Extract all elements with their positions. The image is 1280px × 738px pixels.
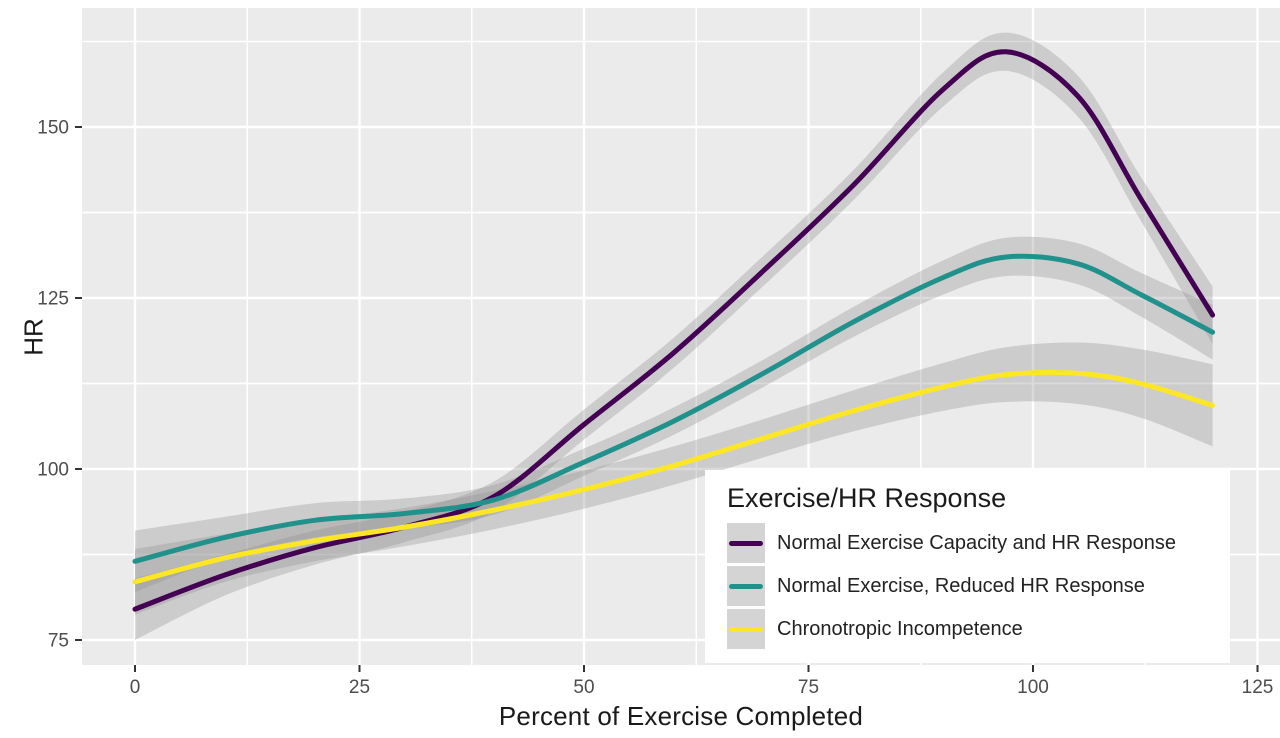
legend-item-label: Chronotropic Incompetence [777, 617, 1023, 640]
confidence-ribbon-0 [135, 32, 1213, 640]
legend-item: Chronotropic Incompetence [727, 609, 1230, 649]
series-line-2 [132, 369, 1216, 585]
legend-key-swatch [727, 609, 765, 649]
x-tick-label: 25 [349, 677, 370, 698]
legend-item-label: Normal Exercise, Reduced HR Response [777, 574, 1145, 597]
legend-item: Normal Exercise Capacity and HR Response [727, 523, 1230, 563]
y-tick-label: 100 [37, 460, 69, 481]
legend-key-line [729, 540, 763, 546]
legend-key-line [729, 583, 763, 589]
y-tick-label: 75 [48, 631, 69, 652]
x-tick-label: 75 [798, 677, 819, 698]
x-tick-label: 125 [1242, 677, 1274, 698]
y-tick-label: 150 [37, 118, 69, 139]
legend-key-swatch [727, 523, 765, 563]
legend: Exercise/HR Response Normal Exercise Cap… [705, 470, 1230, 663]
series-line-1 [132, 253, 1216, 564]
legend-items: Normal Exercise Capacity and HR Response… [727, 523, 1230, 649]
legend-item-label: Normal Exercise Capacity and HR Response [777, 531, 1177, 554]
legend-item: Normal Exercise, Reduced HR Response [727, 566, 1230, 606]
x-axis-title: Percent of Exercise Completed [498, 701, 864, 731]
confidence-ribbon-2 [135, 342, 1213, 615]
x-tick-label: 0 [130, 677, 141, 698]
legend-key-swatch [727, 566, 765, 606]
x-tick-label: 100 [1017, 677, 1049, 698]
confidence-ribbon-1 [135, 236, 1213, 593]
legend-title: Exercise/HR Response [727, 483, 1007, 513]
y-tick-label: 125 [37, 289, 69, 310]
x-tick-label: 50 [573, 677, 594, 698]
series-line-0 [132, 49, 1216, 612]
y-axis-title: HR [18, 318, 49, 356]
legend-key-line [729, 626, 763, 632]
